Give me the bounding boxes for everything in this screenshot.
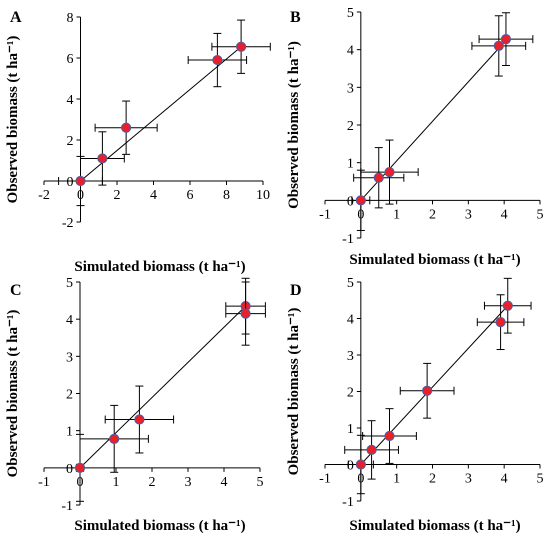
data-point [134,414,145,425]
fit-line [360,305,509,465]
x-tick-label: 5 [537,207,544,222]
x-tick-label: 4 [150,188,157,203]
data-point [373,172,384,183]
y-tick-label: 0 [66,462,73,477]
x-tick-label: 8 [223,188,230,203]
x-tick-label: 2 [429,472,436,487]
y-tick-label: -1 [342,495,354,510]
data-point [502,300,513,311]
data-point [236,41,247,52]
y-tick-label: 5 [347,276,354,291]
data-point [422,385,433,396]
y-tick-label: 1 [66,425,73,440]
y-tick-label: 0 [347,459,354,474]
data-point [495,317,506,328]
x-tick-label: 4 [501,472,508,487]
data-point [384,430,395,442]
y-tick-label: 1 [347,157,354,172]
x-tick-label: 3 [465,207,472,222]
x-tick-label: -2 [38,188,50,203]
data-point [355,459,366,470]
x-tick-label: 5 [257,475,264,490]
y-tick-label: -1 [61,499,73,514]
data-point [74,462,86,473]
x-tick-label: -1 [319,207,331,222]
y-tick-label: 2 [347,386,354,401]
data-point [212,54,223,66]
data-point [75,175,86,187]
x-tick-label: -1 [319,472,331,487]
panel-letter: C [10,282,22,299]
x-tick-label: 4 [221,475,228,490]
x-tick-label: 3 [185,475,192,490]
y-tick-label: 0 [67,175,74,190]
y-tick-label: 8 [67,11,74,26]
y-tick-label: 3 [347,349,354,364]
data-point [240,308,251,319]
x-tick-label: 1 [393,207,400,222]
y-tick-label: 6 [67,52,74,67]
data-point [97,153,108,164]
x-axis-title: Simulated biomass (t ha⁻¹) [349,252,520,268]
x-tick-label: 2 [149,475,156,490]
fit-line [79,305,246,469]
x-axis-title: Simulated biomass (t ha⁻¹) [349,518,520,534]
y-tick-label: 3 [66,350,73,365]
x-tick-label: 10 [256,188,270,203]
y-axis-title: Observed biomass (t ha⁻¹) [5,310,21,478]
y-tick-label: -2 [62,216,74,231]
panel-letter: D [290,282,302,299]
y-tick-label: 5 [347,6,354,21]
x-axis-title: Simulated biomass (t ha⁻¹) [74,518,245,534]
y-tick-label: 0 [347,194,354,209]
y-tick-label: 4 [66,313,73,328]
y-axis-title: Observed biomass (t ha⁻¹) [286,308,302,476]
panel-letter: B [290,9,301,26]
x-tick-label: 5 [537,472,544,487]
data-point [384,166,395,178]
x-tick-label: 2 [429,207,436,222]
panel-letter: A [10,9,22,26]
y-tick-label: 2 [67,134,74,149]
x-tick-label: 3 [465,472,472,487]
data-point [109,433,120,444]
y-tick-label: 5 [66,276,73,291]
x-tick-label: 1 [393,472,400,487]
y-tick-label: 2 [66,388,73,403]
y-axis-title: Observed biomass (t ha⁻¹) [286,41,302,209]
y-tick-label: 3 [347,81,354,96]
y-tick-label: 4 [67,93,74,108]
data-point [366,444,377,455]
y-tick-label: 2 [347,119,354,134]
x-tick-label: 2 [114,188,121,203]
x-tick-label: 6 [187,188,194,203]
y-tick-label: 4 [347,44,354,59]
x-axis-title: Simulated biomass (t ha⁻¹) [74,259,245,275]
x-tick-label: 1 [113,475,120,490]
y-tick-label: 4 [347,313,354,328]
y-tick-label: -1 [342,232,354,247]
x-tick-label: 4 [501,207,508,222]
data-point [500,34,512,45]
y-axis-title: Observed biomass (t ha⁻¹) [5,36,21,204]
y-tick-label: 1 [347,422,354,437]
data-point [121,122,132,133]
data-point [493,40,504,52]
data-point [355,195,366,206]
x-tick-label: -1 [38,475,50,490]
